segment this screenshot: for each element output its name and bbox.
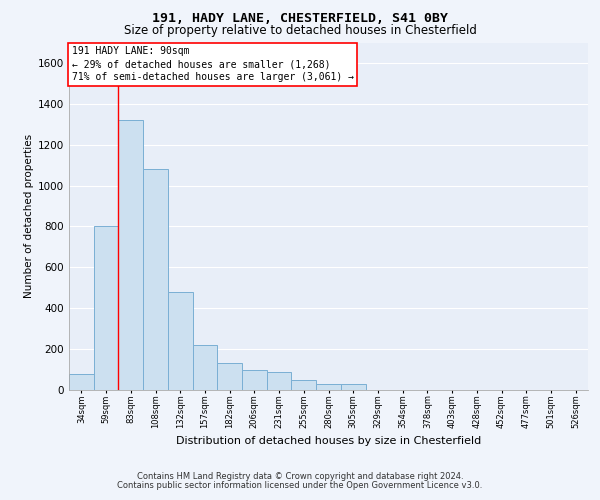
Bar xyxy=(168,292,193,390)
Bar xyxy=(242,370,267,390)
Text: Size of property relative to detached houses in Chesterfield: Size of property relative to detached ho… xyxy=(124,24,476,37)
Text: Contains public sector information licensed under the Open Government Licence v3: Contains public sector information licen… xyxy=(118,481,482,490)
X-axis label: Distribution of detached houses by size in Chesterfield: Distribution of detached houses by size … xyxy=(176,436,481,446)
Y-axis label: Number of detached properties: Number of detached properties xyxy=(24,134,34,298)
Bar xyxy=(267,372,292,390)
Bar xyxy=(217,364,242,390)
Bar xyxy=(118,120,143,390)
Bar xyxy=(316,384,341,390)
Bar xyxy=(193,345,217,390)
Text: Contains HM Land Registry data © Crown copyright and database right 2024.: Contains HM Land Registry data © Crown c… xyxy=(137,472,463,481)
Bar xyxy=(341,384,365,390)
Bar xyxy=(143,169,168,390)
Bar xyxy=(292,380,316,390)
Bar xyxy=(69,374,94,390)
Text: 191, HADY LANE, CHESTERFIELD, S41 0BY: 191, HADY LANE, CHESTERFIELD, S41 0BY xyxy=(152,12,448,26)
Text: 191 HADY LANE: 90sqm
← 29% of detached houses are smaller (1,268)
71% of semi-de: 191 HADY LANE: 90sqm ← 29% of detached h… xyxy=(71,46,353,82)
Bar xyxy=(94,226,118,390)
